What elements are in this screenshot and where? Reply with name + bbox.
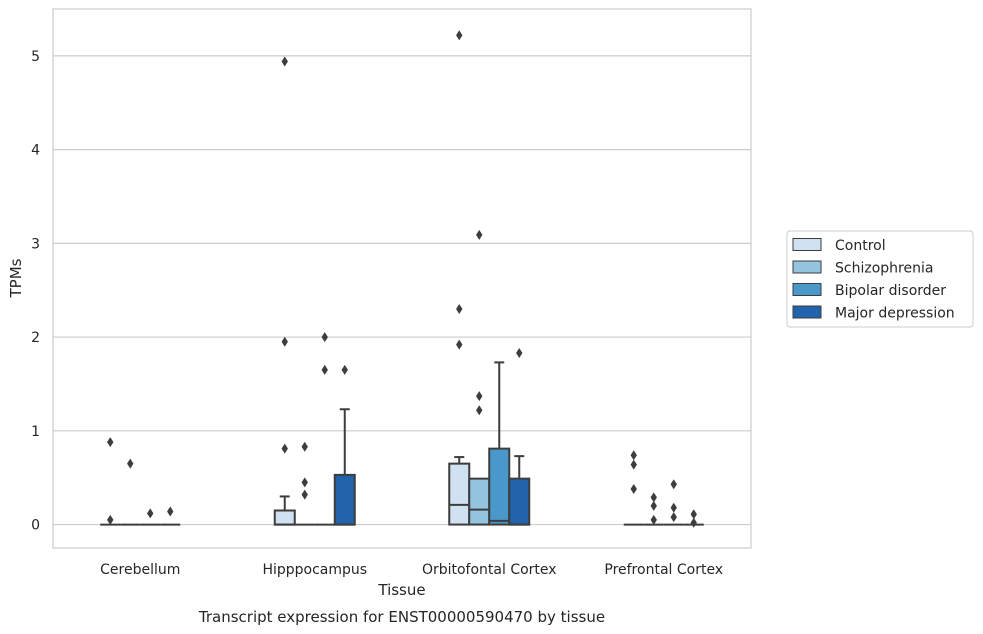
box-control (273, 495, 296, 526)
x-tick-labels: Cerebellum Hipppocampus Orbitofontal Corte… (100, 562, 723, 578)
legend-label: Control (835, 238, 886, 254)
outlier-point (476, 391, 483, 402)
outlier-point (341, 364, 348, 375)
outlier-point (107, 514, 114, 525)
outlier-point (281, 56, 288, 67)
box-schizophrenia (468, 477, 491, 526)
outlier-point (167, 506, 174, 517)
outlier-point (107, 437, 114, 448)
x-tick-label: Orbitofontal Cortex (422, 562, 557, 578)
x-axis-label: Tissue (377, 581, 425, 599)
outlier-point (127, 458, 134, 469)
outlier-point (281, 443, 288, 454)
legend-swatch (792, 283, 822, 296)
outlier-point (690, 509, 697, 520)
y-tick-label: 5 (31, 49, 40, 65)
outlier-point (321, 364, 328, 375)
outlier-point (476, 405, 483, 416)
outlier-point (690, 517, 697, 528)
legend-label: Schizophrenia (835, 261, 933, 277)
outlier-point (650, 492, 657, 503)
box-iqr (468, 477, 491, 526)
outlier-point (456, 303, 463, 314)
box-control (448, 456, 471, 526)
outlier-point (630, 483, 637, 494)
box-major-depression (508, 455, 531, 526)
y-tick-label: 1 (31, 424, 40, 440)
y-tick-label: 2 (31, 330, 40, 346)
outlier-point (321, 332, 328, 343)
outlier-point (476, 229, 483, 240)
y-axis-label: TPMs (7, 258, 25, 298)
outlier-point (456, 30, 463, 41)
outlier-point (516, 348, 523, 359)
y-tick-label: 3 (31, 236, 40, 252)
box-iqr (273, 509, 296, 526)
legend-frame (786, 230, 974, 328)
box-iqr (448, 462, 471, 526)
outlier-point (670, 479, 677, 490)
legend-label: Bipolar disorder (835, 283, 946, 299)
box-major-depression (333, 408, 356, 526)
x-tick-label: Prefrontal Cortex (604, 562, 723, 578)
grid-lines (53, 55, 751, 526)
chart-caption: Transcript expression for ENST0000059047… (198, 608, 605, 626)
outlier-point (301, 477, 308, 488)
outlier-point (650, 514, 657, 525)
y-tick-label: 0 (31, 518, 40, 534)
outlier-point (301, 489, 308, 500)
outlier-point (630, 459, 637, 470)
box-bipolar-disorder (488, 361, 511, 526)
legend-swatch (792, 260, 822, 274)
legend-swatch (792, 305, 822, 319)
outlier-point (650, 500, 657, 511)
y-tick-labels: 0 1 2 3 4 5 (31, 49, 40, 534)
outlier-point (301, 441, 308, 452)
box-iqr (333, 473, 356, 526)
legend: Control Schizophrenia Bipolar disorder Majo… (786, 230, 974, 328)
x-tick-label: Cerebellum (100, 562, 180, 578)
legend-swatch (792, 238, 822, 251)
box-iqr (508, 477, 531, 526)
outlier-point (456, 339, 463, 350)
outlier-point (281, 336, 288, 347)
outlier-point (670, 512, 677, 523)
outlier-point (630, 450, 637, 461)
outlier-point (670, 502, 677, 513)
outlier-point (147, 508, 154, 519)
boxes-layer (100, 361, 704, 526)
plot-frame (52, 8, 752, 549)
legend-label: Major depression (835, 306, 955, 322)
x-tick-label: Hipppocampus (262, 562, 367, 578)
outliers-layer (107, 30, 697, 528)
y-tick-label: 4 (31, 143, 40, 159)
box-iqr (488, 447, 511, 526)
